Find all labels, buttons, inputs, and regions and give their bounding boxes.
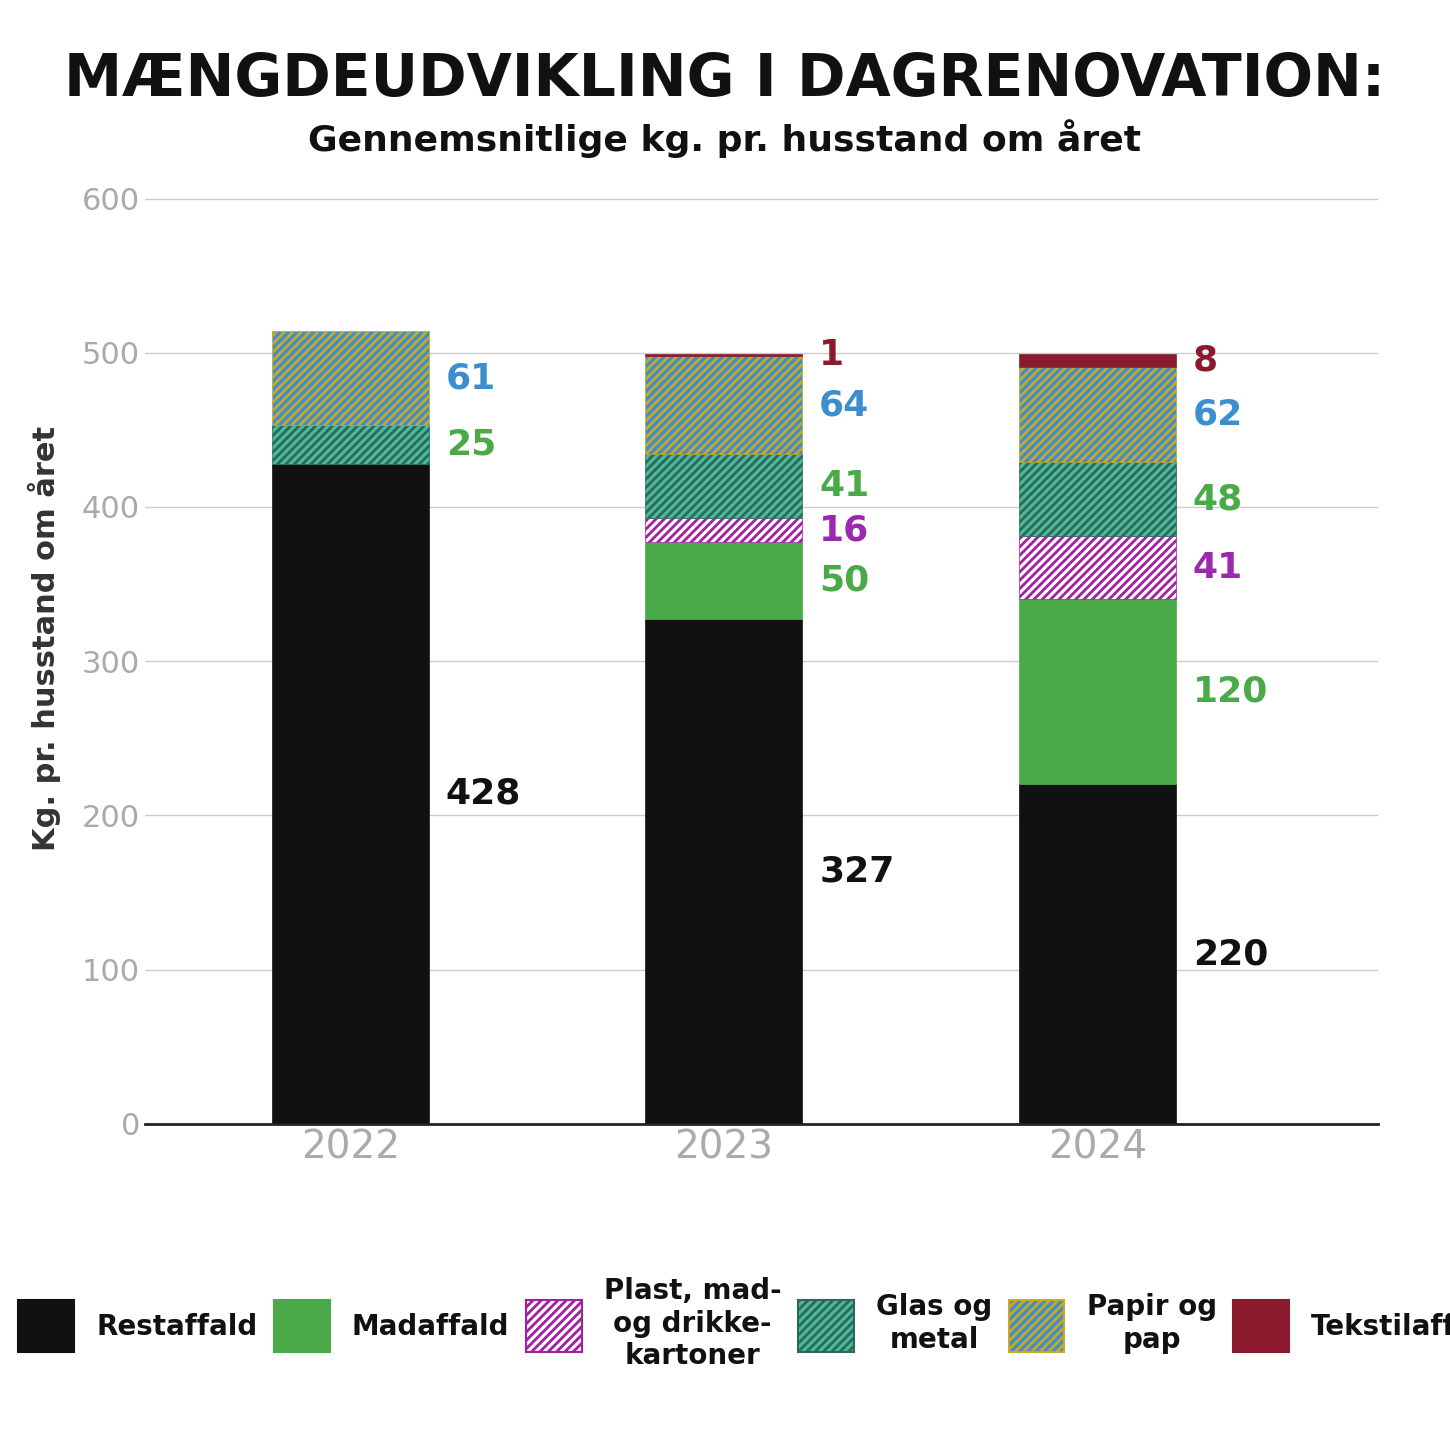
Y-axis label: Kg. pr. husstand om året: Kg. pr. husstand om året — [28, 425, 61, 851]
Bar — [1019, 367, 1176, 463]
Bar — [645, 454, 802, 518]
Bar — [645, 354, 802, 355]
Text: 327: 327 — [819, 854, 895, 889]
Text: 48: 48 — [1192, 483, 1243, 516]
Text: 62: 62 — [1192, 397, 1243, 432]
Bar — [1019, 599, 1176, 784]
Bar — [645, 619, 802, 1124]
Text: 220: 220 — [1192, 937, 1267, 972]
Text: 41: 41 — [1192, 551, 1243, 584]
Bar — [1019, 354, 1176, 367]
Text: 1: 1 — [819, 338, 844, 373]
Text: 120: 120 — [1192, 674, 1267, 709]
Text: 8: 8 — [1192, 344, 1218, 377]
Text: 16: 16 — [819, 513, 870, 547]
Bar — [273, 425, 429, 464]
Bar — [1019, 463, 1176, 536]
Text: 428: 428 — [445, 777, 521, 811]
Text: MÆNGDEUDVIKLING I DAGRENOVATION:: MÆNGDEUDVIKLING I DAGRENOVATION: — [64, 51, 1386, 107]
Bar — [645, 542, 802, 619]
Bar — [273, 464, 429, 1124]
Bar — [273, 331, 429, 425]
Text: 41: 41 — [819, 470, 870, 503]
Legend: Restaffald, Madaffald, Plast, mad-
og drikke-
kartoner, Glas og
metal, Papir og
: Restaffald, Madaffald, Plast, mad- og dr… — [0, 1250, 1450, 1398]
Text: 61: 61 — [445, 361, 496, 396]
Bar — [1019, 784, 1176, 1124]
Bar — [645, 518, 802, 542]
Text: 50: 50 — [819, 564, 870, 597]
Text: 64: 64 — [819, 389, 870, 422]
Bar — [1019, 536, 1176, 599]
Text: Gennemsnitlige kg. pr. husstand om året: Gennemsnitlige kg. pr. husstand om året — [309, 119, 1141, 158]
Text: 25: 25 — [445, 428, 496, 461]
Bar — [645, 355, 802, 454]
